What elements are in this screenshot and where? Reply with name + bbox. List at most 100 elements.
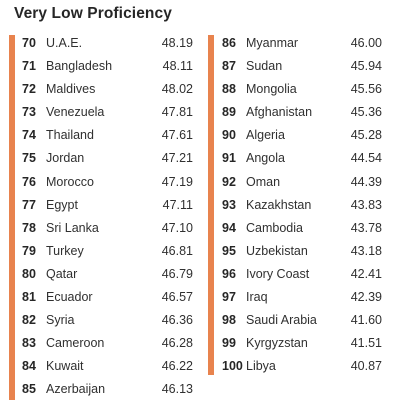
proficiency-score: 43.18 [350,243,382,258]
proficiency-score: 47.19 [161,174,193,189]
ranking-row: 72 Maldives 48.02 [9,78,201,101]
ranking-row: 94 Cambodia 43.78 [208,217,394,240]
rank-number: 86 [222,36,236,50]
rank-number: 94 [222,220,236,235]
country-name: Bangladesh [46,59,113,74]
proficiency-score: 48.19 [161,36,193,50]
proficiency-score: 43.83 [350,197,382,212]
ranking-row: 78 Sri Lanka 47.10 [9,217,201,240]
country-name: Turkey [46,243,84,258]
rank-number: 96 [222,266,236,281]
proficiency-score: 48.02 [161,82,193,97]
country-name: Kazakhstan [246,197,312,212]
ranking-row: 81 Ecuador 46.57 [9,286,201,309]
rank-number: 73 [22,105,36,120]
country-name: Sudan [246,59,283,74]
ranking-row: 77 Egypt 47.11 [9,194,201,217]
proficiency-score: 46.13 [161,382,193,397]
ranking-row: 80 Qatar 46.79 [9,263,201,286]
ranking-row: 73 Venezuela 47.81 [9,101,201,124]
ranking-row: 96 Ivory Coast 42.41 [208,263,394,286]
ranking-row: 100 Libya 40.87 [208,355,394,378]
proficiency-score: 46.81 [161,243,193,258]
ranking-row: 95 Uzbekistan 43.18 [208,240,394,263]
rank-number: 88 [222,82,236,97]
ranking-row: 85 Azerbaijan 46.13 [9,378,201,401]
proficiency-score: 46.79 [161,266,193,281]
country-name: Mongolia [246,82,297,97]
rank-number: 83 [22,336,36,351]
proficiency-score: 45.56 [350,82,382,97]
ranking-list-right: 86 Myanmar 46.00 87 Sudan 45.94 88 Mongolia 45.5… [208,32,394,378]
ranking-row: 87 Sudan 45.94 [208,55,394,78]
ranking-row: 79 Turkey 46.81 [9,240,201,263]
proficiency-score: 40.87 [350,359,382,374]
ranking-row: 88 Mongolia 45.56 [208,78,394,101]
country-name: Oman [246,174,281,189]
rank-number: 89 [222,105,236,120]
rank-number: 98 [222,313,236,328]
rank-number: 72 [22,82,36,97]
rank-number: 92 [222,174,236,189]
proficiency-score: 46.00 [350,36,382,50]
country-name: Maldives [46,82,96,97]
country-name: Algeria [246,128,285,143]
proficiency-score: 42.39 [350,290,382,305]
country-name: Sri Lanka [46,220,99,235]
proficiency-score: 45.94 [350,59,382,74]
proficiency-score: 46.28 [161,336,193,351]
proficiency-score: 46.36 [161,313,193,328]
country-name: Angola [246,151,285,166]
rank-number: 99 [222,336,236,351]
country-name: Egypt [46,197,78,212]
country-name: Jordan [46,151,85,166]
ranking-row: 71 Bangladesh 48.11 [9,55,201,78]
country-name: Myanmar [246,36,299,50]
ranking-row: 91 Angola 44.54 [208,147,394,170]
country-name: Libya [246,359,276,374]
proficiency-score: 45.36 [350,105,382,120]
rank-number: 90 [222,128,236,143]
country-name: Saudi Arabia [246,313,317,328]
proficiency-score: 47.81 [161,105,193,120]
accent-bar-left [9,35,15,400]
rank-number: 91 [222,151,236,166]
ranking-row: 93 Kazakhstan 43.83 [208,194,394,217]
country-name: U.A.E. [46,36,83,50]
ranking-row: 99 Kyrgyzstan 41.51 [208,332,394,355]
country-name: Iraq [246,290,268,305]
rank-number: 77 [22,197,36,212]
accent-bar-right [208,35,214,375]
country-name: Morocco [46,174,94,189]
ranking-row: 92 Oman 44.39 [208,171,394,194]
rank-number: 80 [22,266,36,281]
proficiency-score: 42.41 [350,266,382,281]
rank-number: 79 [22,243,36,258]
rank-number: 70 [22,36,36,50]
proficiency-score: 41.60 [350,313,382,328]
rank-number: 85 [22,382,36,397]
ranking-row: 98 Saudi Arabia 41.60 [208,309,394,332]
country-name: Cameroon [46,336,105,351]
ranking-row: 82 Syria 46.36 [9,309,201,332]
ranking-row: 86 Myanmar 46.00 [208,32,394,55]
proficiency-score: 46.22 [161,359,193,374]
rank-number: 74 [22,128,36,143]
rank-number: 87 [222,59,236,74]
proficiency-score: 44.54 [350,151,382,166]
ranking-row: 97 Iraq 42.39 [208,286,394,309]
rank-number: 75 [22,151,36,166]
rank-number: 93 [222,197,236,212]
proficiency-score: 48.11 [162,59,193,74]
proficiency-score: 41.51 [350,336,382,351]
country-name: Kuwait [46,359,84,374]
country-name: Qatar [46,266,78,281]
rank-number: 84 [22,359,36,374]
country-name: Cambodia [246,220,303,235]
proficiency-score: 47.10 [161,220,193,235]
proficiency-score: 46.57 [161,290,193,305]
proficiency-score: 44.39 [350,174,382,189]
country-name: Ecuador [46,290,93,305]
rank-number: 81 [22,290,36,305]
country-name: Thailand [46,128,94,143]
